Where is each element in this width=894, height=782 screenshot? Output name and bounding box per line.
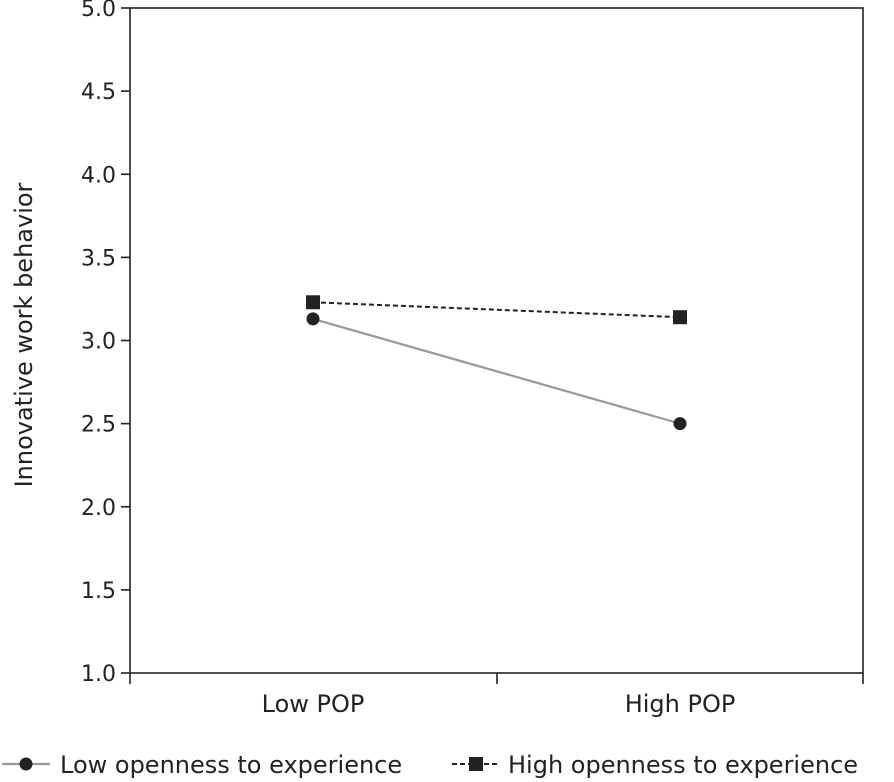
data-point xyxy=(306,295,320,310)
y-tick-label: 2.5 xyxy=(81,413,116,438)
data-point xyxy=(306,312,320,326)
legend-marker xyxy=(469,757,483,771)
legend-marker xyxy=(19,757,33,771)
x-tick-label: Low POP xyxy=(262,690,365,718)
data-point xyxy=(673,417,687,431)
x-axis: Low POP High POP xyxy=(129,673,864,718)
legend-label: Low openness to experience xyxy=(60,751,402,779)
y-tick-label: 2.0 xyxy=(81,496,116,521)
y-tick-label: 3.5 xyxy=(81,246,116,271)
y-tick-label: 4.0 xyxy=(81,163,116,188)
series-line xyxy=(312,301,681,319)
plot-border xyxy=(129,7,864,674)
plot-frame xyxy=(129,7,864,674)
y-tick-label: 1.5 xyxy=(81,579,116,604)
legend-entry: High openness to experience xyxy=(452,751,858,779)
y-axis-label: Innovative work behavior xyxy=(10,182,38,487)
series-line xyxy=(312,317,681,425)
legend-label: High openness to experience xyxy=(508,751,858,779)
y-tick-label: 1.0 xyxy=(81,662,116,687)
y-axis: 1.0 1.5 2.0 2.5 3.0 3.5 4.0 4.5 5.0 xyxy=(81,0,130,687)
y-tick-label: 5.0 xyxy=(81,0,116,22)
series-2 xyxy=(306,295,687,325)
legend: Low openness to experience High openness … xyxy=(2,751,858,779)
legend-entry: Low openness to experience xyxy=(2,751,402,779)
series-1 xyxy=(306,312,687,431)
data-point xyxy=(673,310,687,325)
y-tick-label: 3.0 xyxy=(81,330,116,355)
series-layer xyxy=(306,295,687,431)
x-tick-label: High POP xyxy=(625,690,736,718)
y-tick-label: 4.5 xyxy=(81,80,116,105)
